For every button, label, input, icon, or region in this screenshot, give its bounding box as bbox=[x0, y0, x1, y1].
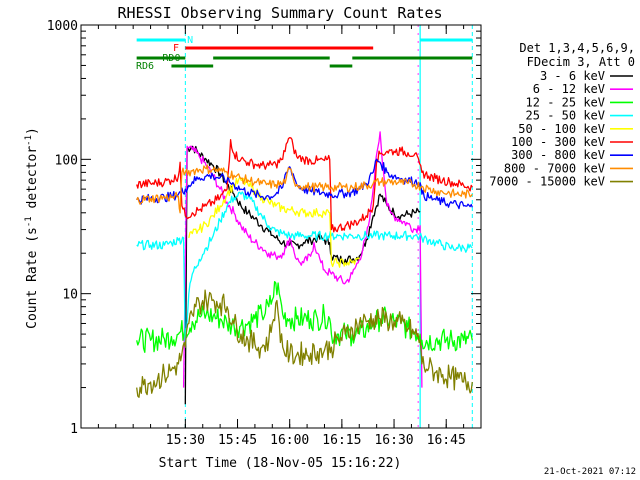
footer-timestamp: 21-Oct-2021 07:12 bbox=[544, 467, 636, 477]
series-line-8 bbox=[136, 289, 473, 398]
flag-label-f: F bbox=[173, 43, 179, 54]
series-line-5 bbox=[136, 137, 473, 233]
x-axis-label: Start Time (18-Nov-05 15:16:22) bbox=[159, 456, 402, 471]
y-axis-label: Count Rate (s-1 detector-1) bbox=[24, 127, 40, 329]
y-label-end: ) bbox=[25, 127, 40, 135]
legend-label-2: 12 - 25 keV bbox=[526, 95, 605, 109]
series-line-3 bbox=[136, 191, 473, 348]
legend-header-line-2: FDecim 3, Att 0 bbox=[527, 55, 635, 69]
legend-label-3: 25 - 50 keV bbox=[526, 109, 605, 123]
x-tick-label: 16:45 bbox=[427, 433, 466, 448]
legend-header-line-1: Det 1,3,4,5,6,9, bbox=[519, 41, 635, 55]
x-tick-label: 16:30 bbox=[374, 433, 413, 448]
legend-label-7: 800 - 7000 keV bbox=[504, 161, 605, 175]
y-label-sup2: -1 bbox=[24, 135, 34, 146]
y-label-sup1: -1 bbox=[24, 216, 34, 227]
legend-label-8: 7000 - 15000 keV bbox=[489, 175, 605, 189]
legend-label-1: 6 - 12 keV bbox=[533, 82, 605, 96]
series-lines bbox=[136, 131, 473, 405]
x-tick-label: 15:30 bbox=[166, 433, 205, 448]
y-tick-label: 1 bbox=[70, 422, 78, 437]
legend-label-5: 100 - 300 keV bbox=[511, 135, 605, 149]
chart-title: RHESSI Observing Summary Count Rates bbox=[117, 4, 442, 22]
legend-label-0: 3 - 6 keV bbox=[540, 69, 605, 83]
plot-frame bbox=[80, 24, 482, 429]
x-tick-label: 15:45 bbox=[218, 433, 257, 448]
flag-label-n: N bbox=[187, 35, 193, 46]
y-label-main: Count Rate (s bbox=[25, 227, 40, 329]
y-tick-label: 1000 bbox=[47, 19, 78, 34]
legend-label-4: 50 - 100 keV bbox=[518, 122, 605, 136]
series-line-7 bbox=[136, 164, 473, 214]
axes: 1 10 100 1000 15:30 15:45 16:00 16:15 16:30 16:45 bbox=[47, 19, 482, 448]
x-tick-label: 16:00 bbox=[270, 433, 309, 448]
y-tick-label: 100 bbox=[55, 153, 78, 168]
legend-label-6: 300 - 800 keV bbox=[511, 148, 605, 162]
series-line-4 bbox=[188, 176, 360, 268]
x-tick-label: 16:15 bbox=[322, 433, 361, 448]
y-label-mid: detector bbox=[25, 146, 40, 217]
flag-label-rd0: RD0 bbox=[162, 53, 180, 64]
y-tick-label: 10 bbox=[62, 288, 78, 303]
flag-label-rd6: RD6 bbox=[136, 61, 154, 72]
series-line-0 bbox=[184, 145, 421, 405]
